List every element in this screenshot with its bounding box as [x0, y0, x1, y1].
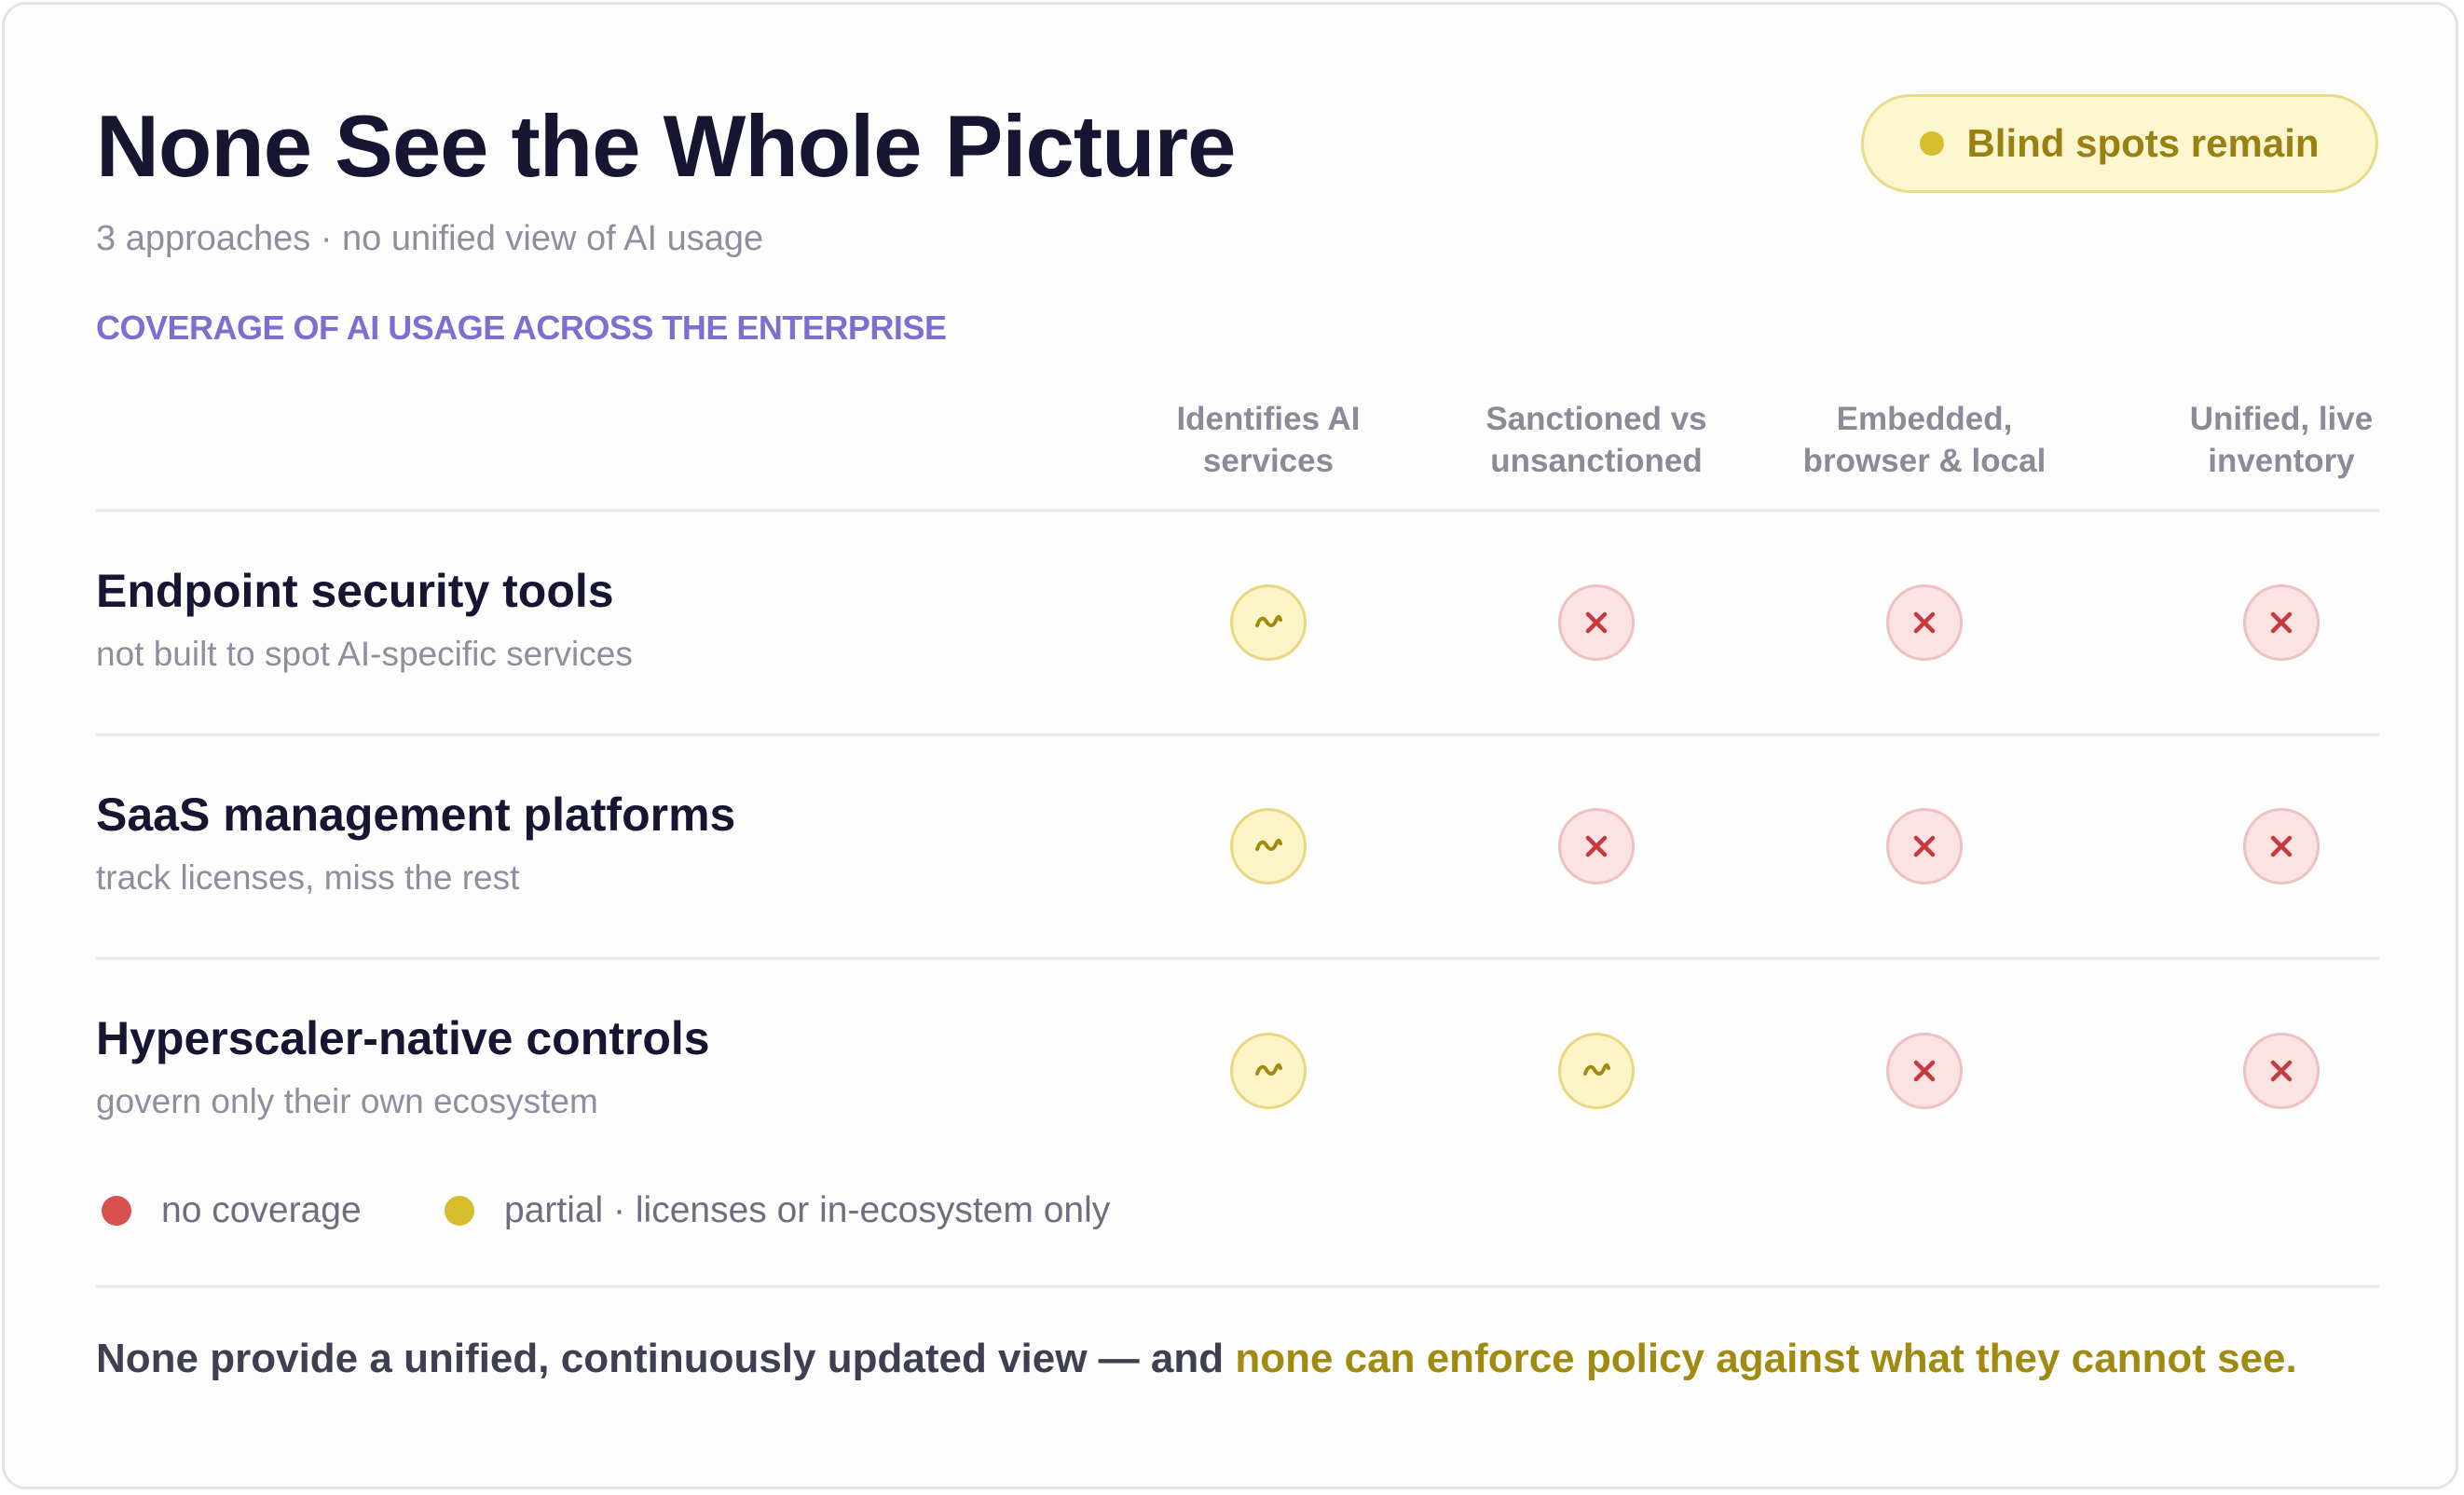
column-header-line: services	[1202, 443, 1335, 479]
coverage-cell	[1230, 1033, 1307, 1109]
legend-item-no-coverage: no coverage	[102, 1190, 362, 1231]
column-header-line: browser & local	[1802, 443, 2046, 479]
legend-label: no coverage	[161, 1190, 362, 1230]
tilde-icon	[1583, 1063, 1610, 1076]
coverage-cell	[1230, 808, 1307, 885]
x-icon	[1913, 835, 1936, 857]
status-badge-label: Blind spots remain	[1966, 121, 2320, 165]
x-icon	[1913, 1060, 1936, 1082]
x-icon	[2270, 835, 2293, 857]
column-header-line: inventory	[2208, 443, 2355, 479]
legend-label: partial · licenses or in-ecosystem only	[504, 1190, 1111, 1230]
coverage-cell	[2243, 584, 2320, 661]
row-subtitle: not built to spot AI-specific services	[96, 635, 633, 673]
coverage-cell	[1558, 1033, 1635, 1109]
x-icon	[1585, 611, 1608, 634]
column-header-line: Sanctioned vs	[1485, 401, 1707, 437]
coverage-cell	[1886, 584, 1963, 661]
coverage-cell	[1230, 584, 1307, 661]
column-header-line: Embedded,	[1836, 401, 2013, 437]
row-title: Hyperscaler-native controls	[96, 1012, 710, 1064]
footer-statement: None provide a unified, continuously upd…	[96, 1336, 2297, 1382]
column-header-identifies-ai: Identifies AI services	[1101, 398, 1436, 482]
yellow-dot-icon	[1920, 131, 1945, 156]
legend-item-partial: partial · licenses or in-ecosystem only	[445, 1190, 1110, 1231]
tilde-icon	[1255, 1063, 1282, 1076]
column-header-line: Identifies AI	[1176, 401, 1361, 437]
coverage-cell	[1886, 1033, 1963, 1109]
column-header-line: unsanctioned	[1490, 443, 1703, 479]
x-icon	[1585, 835, 1608, 857]
section-label: COVERAGE OF AI USAGE ACROSS THE ENTERPRI…	[96, 309, 947, 347]
page-subtitle: 3 approaches · no unified view of AI usa…	[96, 219, 764, 258]
column-header-embedded: Embedded, browser & local	[1757, 398, 2092, 482]
row-divider	[96, 734, 2379, 736]
tilde-icon	[1255, 838, 1282, 851]
row-divider	[96, 957, 2379, 960]
column-header-unified: Unified, live inventory	[2114, 398, 2449, 482]
x-icon	[1913, 611, 1936, 634]
column-header-sanctioned: Sanctioned vs unsanctioned	[1429, 398, 1764, 482]
row-title: SaaS management platforms	[96, 789, 736, 841]
page-title: None See the Whole Picture	[96, 97, 1236, 195]
header-divider	[96, 509, 2379, 512]
coverage-cell	[1558, 584, 1635, 661]
yellow-dot-icon	[445, 1196, 474, 1226]
red-dot-icon	[102, 1196, 131, 1226]
x-icon	[2270, 611, 2293, 634]
footer-text: None provide a unified, continuously upd…	[96, 1336, 1236, 1381]
footer-highlight: none can enforce policy against what the…	[1235, 1336, 2297, 1381]
status-badge: Blind spots remain	[1861, 94, 2378, 193]
coverage-cell	[2243, 1033, 2320, 1109]
row-title: Endpoint security tools	[96, 565, 614, 617]
footer-divider	[96, 1285, 2379, 1288]
coverage-cell	[2243, 808, 2320, 885]
coverage-cell	[1558, 808, 1635, 885]
column-header-line: Unified, live	[2189, 401, 2374, 437]
row-subtitle: govern only their own ecosystem	[96, 1082, 598, 1120]
coverage-cell	[1886, 808, 1963, 885]
x-icon	[2270, 1060, 2293, 1082]
row-subtitle: track licenses, miss the rest	[96, 858, 520, 897]
tilde-icon	[1255, 614, 1282, 627]
